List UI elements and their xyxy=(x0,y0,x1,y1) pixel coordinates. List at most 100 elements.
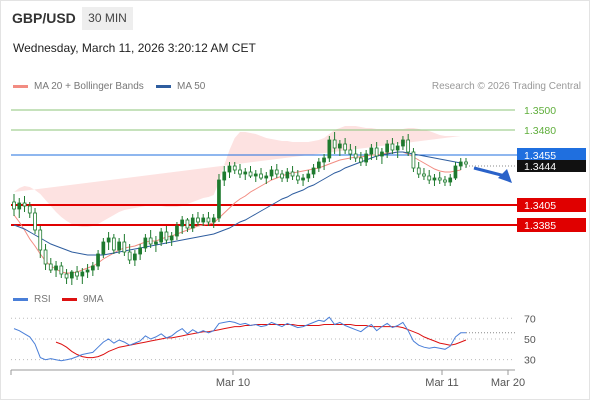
resistance-label: 1.3500 xyxy=(524,105,556,117)
rsi-line xyxy=(13,316,466,362)
rsi-tick-label: 30 xyxy=(524,355,536,367)
candle-body xyxy=(232,165,237,171)
legend-ma50-label: MA 50 xyxy=(177,81,206,92)
candle-body xyxy=(358,157,363,163)
ma50-line xyxy=(13,151,461,256)
candle-body xyxy=(17,202,22,210)
candle-body xyxy=(85,269,90,273)
rsi-tick-label: 70 xyxy=(524,313,536,325)
candle-body xyxy=(175,225,179,237)
candle-body xyxy=(364,153,369,163)
last-price-box xyxy=(517,160,586,172)
candle-body xyxy=(311,167,316,175)
legend-bollinger-label: MA 20 + Bollinger Bands xyxy=(34,81,144,92)
x-axis-label: Mar 11 xyxy=(425,377,458,389)
support-label: 1.3385 xyxy=(524,220,556,232)
legend-bollinger: MA 20 + Bollinger Bands xyxy=(13,81,144,92)
legend-rsi-ma: 9MA xyxy=(62,294,104,305)
candle-body xyxy=(280,173,284,179)
candle-body xyxy=(96,253,100,267)
candle-body xyxy=(201,217,206,223)
candle-body xyxy=(448,177,453,183)
timeframe-badge[interactable]: 30 MIN xyxy=(82,7,133,30)
forecast-arrow-head xyxy=(498,169,512,183)
candle-body xyxy=(222,171,227,181)
candle-body xyxy=(185,219,190,229)
candle-body xyxy=(295,175,300,181)
bollinger-band-fill xyxy=(14,126,461,227)
candle-body xyxy=(148,237,153,245)
candle-body xyxy=(369,147,374,155)
candle-body xyxy=(91,265,95,271)
candle-body xyxy=(138,247,142,255)
legend-ma50: MA 50 xyxy=(156,81,205,92)
candle-body xyxy=(432,177,437,181)
candle-body xyxy=(80,271,85,277)
legend-rsi-label: RSI xyxy=(34,294,51,305)
candle-body xyxy=(332,139,337,149)
candle-body xyxy=(112,237,116,251)
forecast-arrow-shaft xyxy=(473,166,506,178)
candle-body xyxy=(353,153,358,159)
rsi-ma-swatch xyxy=(62,298,77,301)
candle-body xyxy=(406,139,411,153)
candle-body xyxy=(217,179,221,219)
candle-body xyxy=(54,265,58,271)
candle-body xyxy=(243,171,248,175)
candle-body xyxy=(380,151,384,157)
candle-body xyxy=(427,175,432,181)
candle-body xyxy=(227,165,232,173)
support-label: 1.3405 xyxy=(524,200,556,212)
candle-body xyxy=(75,271,79,277)
candle-body xyxy=(301,177,305,181)
last-price-label: 1.3444 xyxy=(524,161,556,173)
resistance-label: 1.3480 xyxy=(524,125,556,137)
candle-body xyxy=(259,173,263,179)
candle-body xyxy=(12,201,16,210)
support-label-box xyxy=(517,218,586,232)
research-credit: Research © 2026 Trading Central xyxy=(431,81,581,92)
candle-body xyxy=(27,205,32,214)
candle-body xyxy=(401,139,405,147)
rsi-ma-line xyxy=(55,324,467,359)
candle-body xyxy=(443,179,447,183)
candle-body xyxy=(322,157,326,163)
candle-body xyxy=(190,217,195,229)
candle-body xyxy=(106,237,111,243)
legend-rsi: RSI xyxy=(13,294,51,305)
candle-body xyxy=(264,175,269,179)
rsi-chart: 30 50 70 Mar 10 Mar 11 Mar 20 xyxy=(10,313,536,389)
candle-body xyxy=(343,143,348,151)
candle-body xyxy=(327,139,332,159)
candle-body xyxy=(143,237,148,249)
candle-body xyxy=(48,263,53,271)
candle-body xyxy=(101,241,106,255)
candle-body xyxy=(416,167,421,175)
candle-body xyxy=(348,149,353,155)
candle-body xyxy=(285,171,290,179)
candle-body xyxy=(269,169,274,177)
candle-body xyxy=(43,249,48,265)
symbol-title: GBP/USD xyxy=(12,10,76,26)
candle-body xyxy=(411,151,416,169)
candle-body xyxy=(390,143,395,151)
candle-body xyxy=(164,231,169,241)
candle-body xyxy=(33,212,37,231)
candle-body xyxy=(248,171,253,177)
bollinger-swatch xyxy=(13,85,28,88)
candle-body xyxy=(437,177,442,181)
candle-body xyxy=(385,143,390,153)
ma50-swatch xyxy=(156,85,171,88)
candle-body xyxy=(154,241,158,245)
candle-body xyxy=(180,219,184,227)
x-axis-label: Mar 20 xyxy=(491,377,525,389)
candle-body xyxy=(458,161,463,167)
candle-body xyxy=(274,169,279,175)
candle-body xyxy=(70,271,74,279)
candle-body xyxy=(306,173,311,179)
candle-body xyxy=(64,273,69,279)
support-label-box xyxy=(517,198,586,212)
candle-body xyxy=(238,169,242,175)
candle-body xyxy=(395,145,400,151)
pivot-label-box xyxy=(517,148,586,162)
